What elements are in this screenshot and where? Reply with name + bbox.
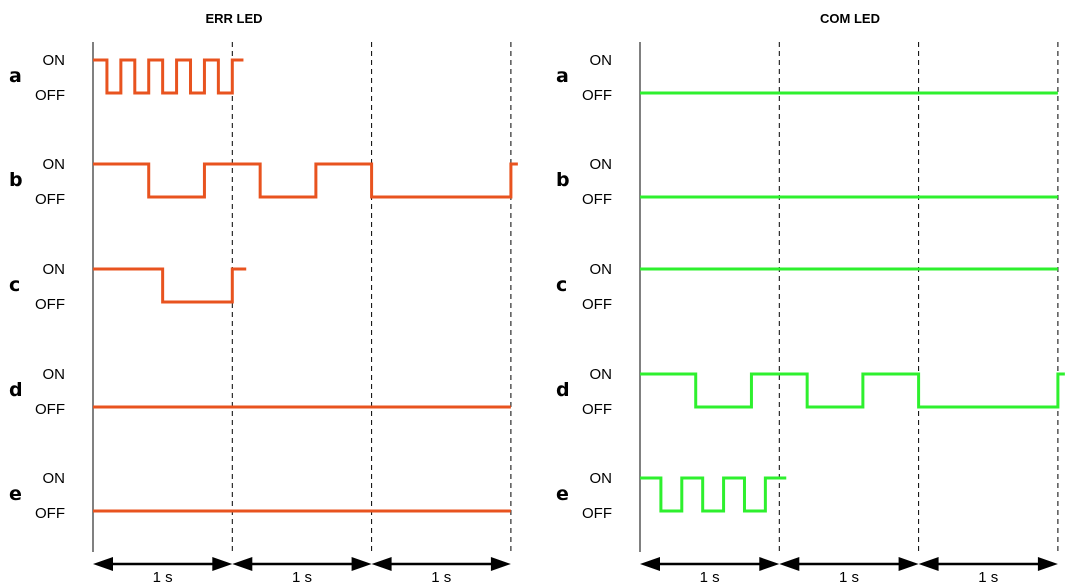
- interval-label: 1 s: [292, 569, 312, 586]
- arrow-right-head-icon: [351, 557, 372, 571]
- signal-row-b: b ON OFF: [9, 156, 518, 208]
- signal-row-e: e ON OFF: [556, 470, 787, 522]
- signal-row-a: a ON OFF: [556, 52, 1058, 104]
- arrow-right-head-icon: [759, 557, 780, 571]
- arrow-left-head-icon: [371, 557, 392, 571]
- time-interval: 1 s: [232, 557, 372, 586]
- arrow-left-head-icon: [93, 557, 113, 571]
- on-label: ON: [43, 52, 66, 69]
- signal-row-d: d ON OFF: [556, 366, 1065, 418]
- row-letter: a: [556, 65, 569, 87]
- on-label: ON: [43, 470, 66, 487]
- row-letter: c: [556, 274, 567, 296]
- interval-label: 1 s: [978, 569, 998, 586]
- on-label: ON: [590, 470, 613, 487]
- time-axis: 1 s 1 s 1 s: [93, 557, 511, 586]
- err-waveform-a: [93, 58, 244, 95]
- time-interval: 1 s: [918, 557, 1058, 586]
- interval-label: 1 s: [700, 569, 720, 586]
- com-waveform-d: [640, 372, 1065, 409]
- arrow-right-head-icon: [898, 557, 919, 571]
- arrow-left-head-icon: [640, 557, 660, 571]
- row-letter: e: [556, 483, 569, 505]
- panel-title: ERR LED: [205, 11, 262, 26]
- off-label: OFF: [582, 87, 612, 104]
- arrow-right-head-icon: [1037, 557, 1058, 571]
- row-letter: b: [556, 169, 570, 191]
- signal-row-c: c ON OFF: [9, 261, 247, 313]
- err-waveform-b: [93, 162, 518, 199]
- signal-row-b: b ON OFF: [556, 156, 1058, 208]
- row-letter: b: [9, 169, 23, 191]
- arrow-right-head-icon: [212, 557, 233, 571]
- on-label: ON: [590, 156, 613, 173]
- time-interval: 1 s: [93, 557, 233, 586]
- on-label: ON: [590, 261, 613, 278]
- arrow-right-head-icon: [490, 557, 511, 571]
- row-letter: d: [556, 379, 570, 401]
- err-led-panel: ERR LED a ON OFF b ON OFF c ON OFF d ON OFF e ON OFF 1 s…: [9, 11, 518, 586]
- time-interval: 1 s: [640, 557, 780, 586]
- arrow-left-head-icon: [232, 557, 253, 571]
- interval-label: 1 s: [153, 569, 173, 586]
- com-led-panel: COM LED a ON OFF b ON OFF c ON OFF d ON OFF e ON OFF 1 s…: [556, 11, 1065, 586]
- off-label: OFF: [35, 401, 65, 418]
- row-letter: d: [9, 379, 23, 401]
- interval-label: 1 s: [839, 569, 859, 586]
- panel-title: COM LED: [820, 11, 880, 26]
- signal-row-d: d ON OFF: [9, 366, 511, 418]
- off-label: OFF: [35, 191, 65, 208]
- signal-row-c: c ON OFF: [556, 261, 1058, 313]
- on-label: ON: [43, 156, 66, 173]
- off-label: OFF: [582, 401, 612, 418]
- row-letter: e: [9, 483, 22, 505]
- off-label: OFF: [35, 87, 65, 104]
- off-label: OFF: [582, 505, 612, 522]
- row-letter: a: [9, 65, 22, 87]
- off-label: OFF: [35, 296, 65, 313]
- time-interval: 1 s: [779, 557, 919, 586]
- off-label: OFF: [582, 191, 612, 208]
- on-label: ON: [43, 366, 66, 383]
- com-waveform-e: [640, 476, 787, 513]
- time-axis: 1 s 1 s 1 s: [640, 557, 1058, 586]
- on-label: ON: [43, 261, 66, 278]
- on-label: ON: [590, 52, 613, 69]
- arrow-left-head-icon: [918, 557, 939, 571]
- signal-row-a: a ON OFF: [9, 52, 244, 104]
- interval-label: 1 s: [431, 569, 451, 586]
- off-label: OFF: [35, 505, 65, 522]
- on-label: ON: [590, 366, 613, 383]
- row-letter: c: [9, 274, 20, 296]
- err-waveform-c: [93, 267, 247, 304]
- time-interval: 1 s: [371, 557, 511, 586]
- arrow-left-head-icon: [779, 557, 800, 571]
- off-label: OFF: [582, 296, 612, 313]
- signal-row-e: e ON OFF: [9, 470, 511, 522]
